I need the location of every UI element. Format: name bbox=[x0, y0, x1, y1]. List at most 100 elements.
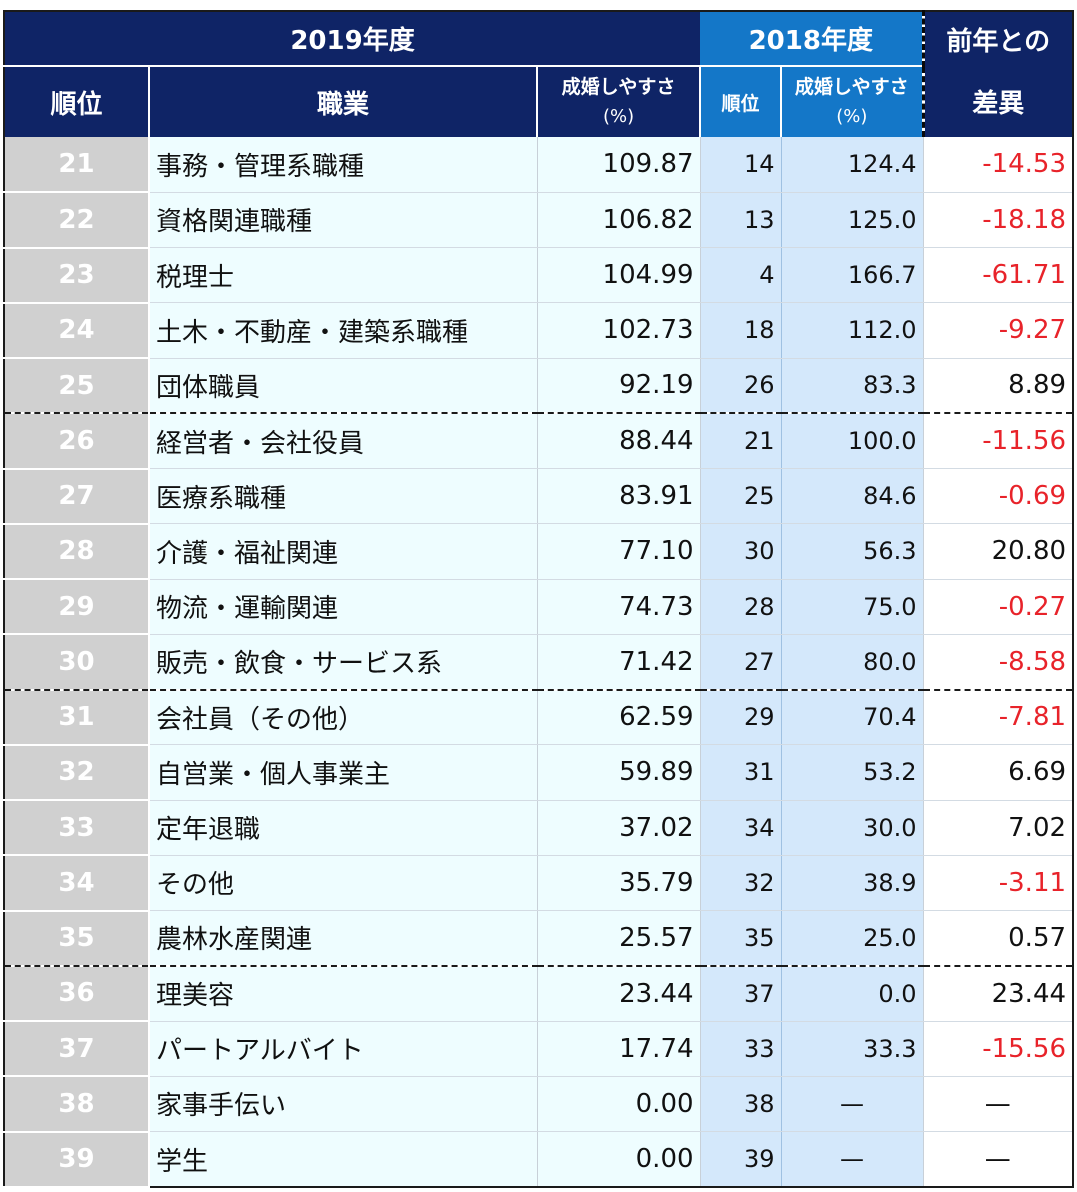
table-row: 37 パートアルバイト 17.74 33 33.3 -15.56 bbox=[4, 1021, 1074, 1078]
prev-rank-cell: 33 bbox=[700, 1021, 782, 1077]
diff-cell: -0.69 bbox=[922, 468, 1074, 525]
prev-rate-cell: — bbox=[781, 1076, 924, 1133]
prev-rate-column-header: 成婚しやすさ (%) bbox=[781, 65, 925, 137]
diff-cell: -0.27 bbox=[922, 579, 1074, 635]
rate-cell: 92.19 bbox=[537, 358, 701, 415]
rate-column-header: 成婚しやすさ (%) bbox=[537, 65, 702, 137]
rank-cell: 23 bbox=[4, 247, 150, 304]
prev-rate-cell: 75.0 bbox=[781, 579, 924, 635]
prev-rate-cell: 80.0 bbox=[781, 634, 924, 691]
prev-rate-cell: 83.3 bbox=[781, 358, 924, 415]
prev-rate-cell: 84.6 bbox=[781, 468, 924, 525]
rate-cell: 35.79 bbox=[537, 855, 701, 912]
diff-cell: -3.11 bbox=[922, 855, 1074, 912]
year-2018-header: 2018年度 bbox=[700, 11, 924, 66]
job-cell: その他 bbox=[149, 855, 538, 912]
table-row: 33 定年退職 37.02 34 30.0 7.02 bbox=[4, 800, 1074, 857]
rate-cell: 25.57 bbox=[537, 910, 701, 967]
table-row: 35 農林水産関連 25.57 35 25.0 0.57 bbox=[4, 910, 1074, 967]
prev-rate-cell: 53.2 bbox=[781, 744, 924, 801]
rank-cell: 21 bbox=[4, 137, 150, 194]
rank-cell: 34 bbox=[4, 855, 150, 912]
prev-rank-cell: 21 bbox=[700, 413, 782, 470]
rate-cell: 62.59 bbox=[537, 689, 701, 746]
prev-rank-column-header: 順位 bbox=[700, 65, 783, 137]
job-cell: 団体職員 bbox=[149, 358, 538, 415]
job-cell: 会社員（その他） bbox=[149, 689, 538, 746]
ranking-table: 2019年度 2018年度 前年との 順位 職業 成婚しやすさ (%) 順位 成… bbox=[3, 10, 1075, 1188]
diff-cell: -14.53 bbox=[922, 137, 1074, 193]
header-row-columns: 順位 職業 成婚しやすさ (%) 順位 成婚しやすさ (%) 差異 bbox=[4, 65, 1074, 137]
prev-rate-cell: 33.3 bbox=[781, 1021, 924, 1077]
job-cell: 経営者・会社役員 bbox=[149, 413, 538, 470]
diff-cell: -7.81 bbox=[922, 689, 1074, 746]
rate-cell: 0.00 bbox=[537, 1076, 701, 1133]
table-row: 36 理美容 23.44 37 0.0 23.44 bbox=[4, 965, 1074, 1023]
job-cell: 家事手伝い bbox=[149, 1076, 538, 1133]
prev-rank-cell: 26 bbox=[700, 358, 782, 415]
diff-cell: 7.02 bbox=[922, 800, 1074, 856]
diff-cell: 6.69 bbox=[922, 744, 1074, 801]
job-cell: パートアルバイト bbox=[149, 1021, 538, 1077]
job-cell: 土木・不動産・建築系職種 bbox=[149, 302, 538, 359]
rate-cell: 104.99 bbox=[537, 247, 701, 304]
diff-cell: 20.80 bbox=[922, 523, 1074, 580]
job-cell: 事務・管理系職種 bbox=[149, 137, 538, 193]
rank-cell: 24 bbox=[4, 302, 150, 360]
diff-cell: -11.56 bbox=[922, 413, 1074, 470]
rank-cell: 32 bbox=[4, 744, 150, 802]
prev-rate-cell: 38.9 bbox=[781, 855, 924, 912]
rate-cell: 17.74 bbox=[537, 1021, 701, 1077]
table-row: 25 団体職員 92.19 26 83.3 8.89 bbox=[4, 358, 1074, 415]
rank-cell: 39 bbox=[4, 1131, 150, 1188]
job-cell: 自営業・個人事業主 bbox=[149, 744, 538, 801]
table-row: 23 税理士 104.99 4 166.7 -61.71 bbox=[4, 247, 1074, 304]
prev-rate-cell: 25.0 bbox=[781, 910, 924, 967]
prev-rate-cell: 30.0 bbox=[781, 800, 924, 856]
rank-cell: 30 bbox=[4, 634, 150, 691]
rate-cell: 102.73 bbox=[537, 302, 701, 359]
rank-cell: 33 bbox=[4, 800, 150, 857]
rate-cell: 74.73 bbox=[537, 579, 701, 635]
job-cell: 定年退職 bbox=[149, 800, 538, 856]
rank-cell: 38 bbox=[4, 1076, 150, 1133]
table-row: 30 販売・飲食・サービス系 71.42 27 80.0 -8.58 bbox=[4, 634, 1074, 691]
table-row: 39 学生 0.00 39— — bbox=[4, 1131, 1074, 1188]
prev-rank-cell: 35 bbox=[700, 910, 782, 967]
prev-rate-column-label: 成婚しやすさ bbox=[794, 76, 909, 98]
diff-cell: — bbox=[922, 1131, 1074, 1188]
prev-rate-cell: 56.3 bbox=[781, 523, 924, 580]
prev-rank-cell: 37 bbox=[700, 965, 782, 1022]
prev-rank-cell: 29 bbox=[700, 689, 782, 746]
diff-cell: -8.58 bbox=[922, 634, 1074, 691]
prev-rank-cell: 34 bbox=[700, 800, 782, 856]
job-column-header: 職業 bbox=[149, 65, 538, 137]
job-cell: 税理士 bbox=[149, 247, 538, 304]
rank-column-header: 順位 bbox=[4, 65, 150, 137]
header-row-years: 2019年度 2018年度 前年との bbox=[4, 11, 1074, 66]
table-row: 28 介護・福祉関連 77.10 30 56.3 20.80 bbox=[4, 523, 1074, 581]
job-cell: 販売・飲食・サービス系 bbox=[149, 634, 538, 691]
prev-rank-cell: 13 bbox=[700, 192, 782, 249]
prev-rate-column-unit: (%) bbox=[836, 106, 868, 127]
prev-rank-cell: 39 bbox=[700, 1131, 782, 1188]
table-row: 34 その他 35.79 32 38.9 -3.11 bbox=[4, 855, 1074, 912]
prev-rate-cell: 0.0 bbox=[781, 965, 924, 1022]
prev-rank-cell: 14 bbox=[700, 137, 782, 193]
table-row: 21 事務・管理系職種 109.87 14 124.4 -14.53 bbox=[4, 137, 1074, 194]
table-row: 26 経営者・会社役員 88.44 21 100.0 -11.56 bbox=[4, 413, 1074, 470]
diff-cell: -18.18 bbox=[922, 192, 1074, 249]
diff-cell: 8.89 bbox=[922, 358, 1074, 415]
rank-cell: 28 bbox=[4, 523, 150, 581]
prev-rate-cell: 112.0 bbox=[781, 302, 924, 359]
rank-cell: 27 bbox=[4, 468, 150, 525]
diff-cell: -9.27 bbox=[922, 302, 1074, 359]
diff-cell: -15.56 bbox=[922, 1021, 1074, 1077]
table-row: 32 自営業・個人事業主 59.89 31 53.2 6.69 bbox=[4, 744, 1074, 802]
rate-cell: 71.42 bbox=[537, 634, 701, 691]
prev-rank-cell: 31 bbox=[700, 744, 782, 801]
diff-header-line1: 前年との bbox=[921, 11, 1074, 66]
job-cell: 農林水産関連 bbox=[149, 910, 538, 967]
rate-cell: 88.44 bbox=[537, 413, 701, 470]
table-row: 31 会社員（その他） 62.59 29 70.4 -7.81 bbox=[4, 689, 1074, 746]
